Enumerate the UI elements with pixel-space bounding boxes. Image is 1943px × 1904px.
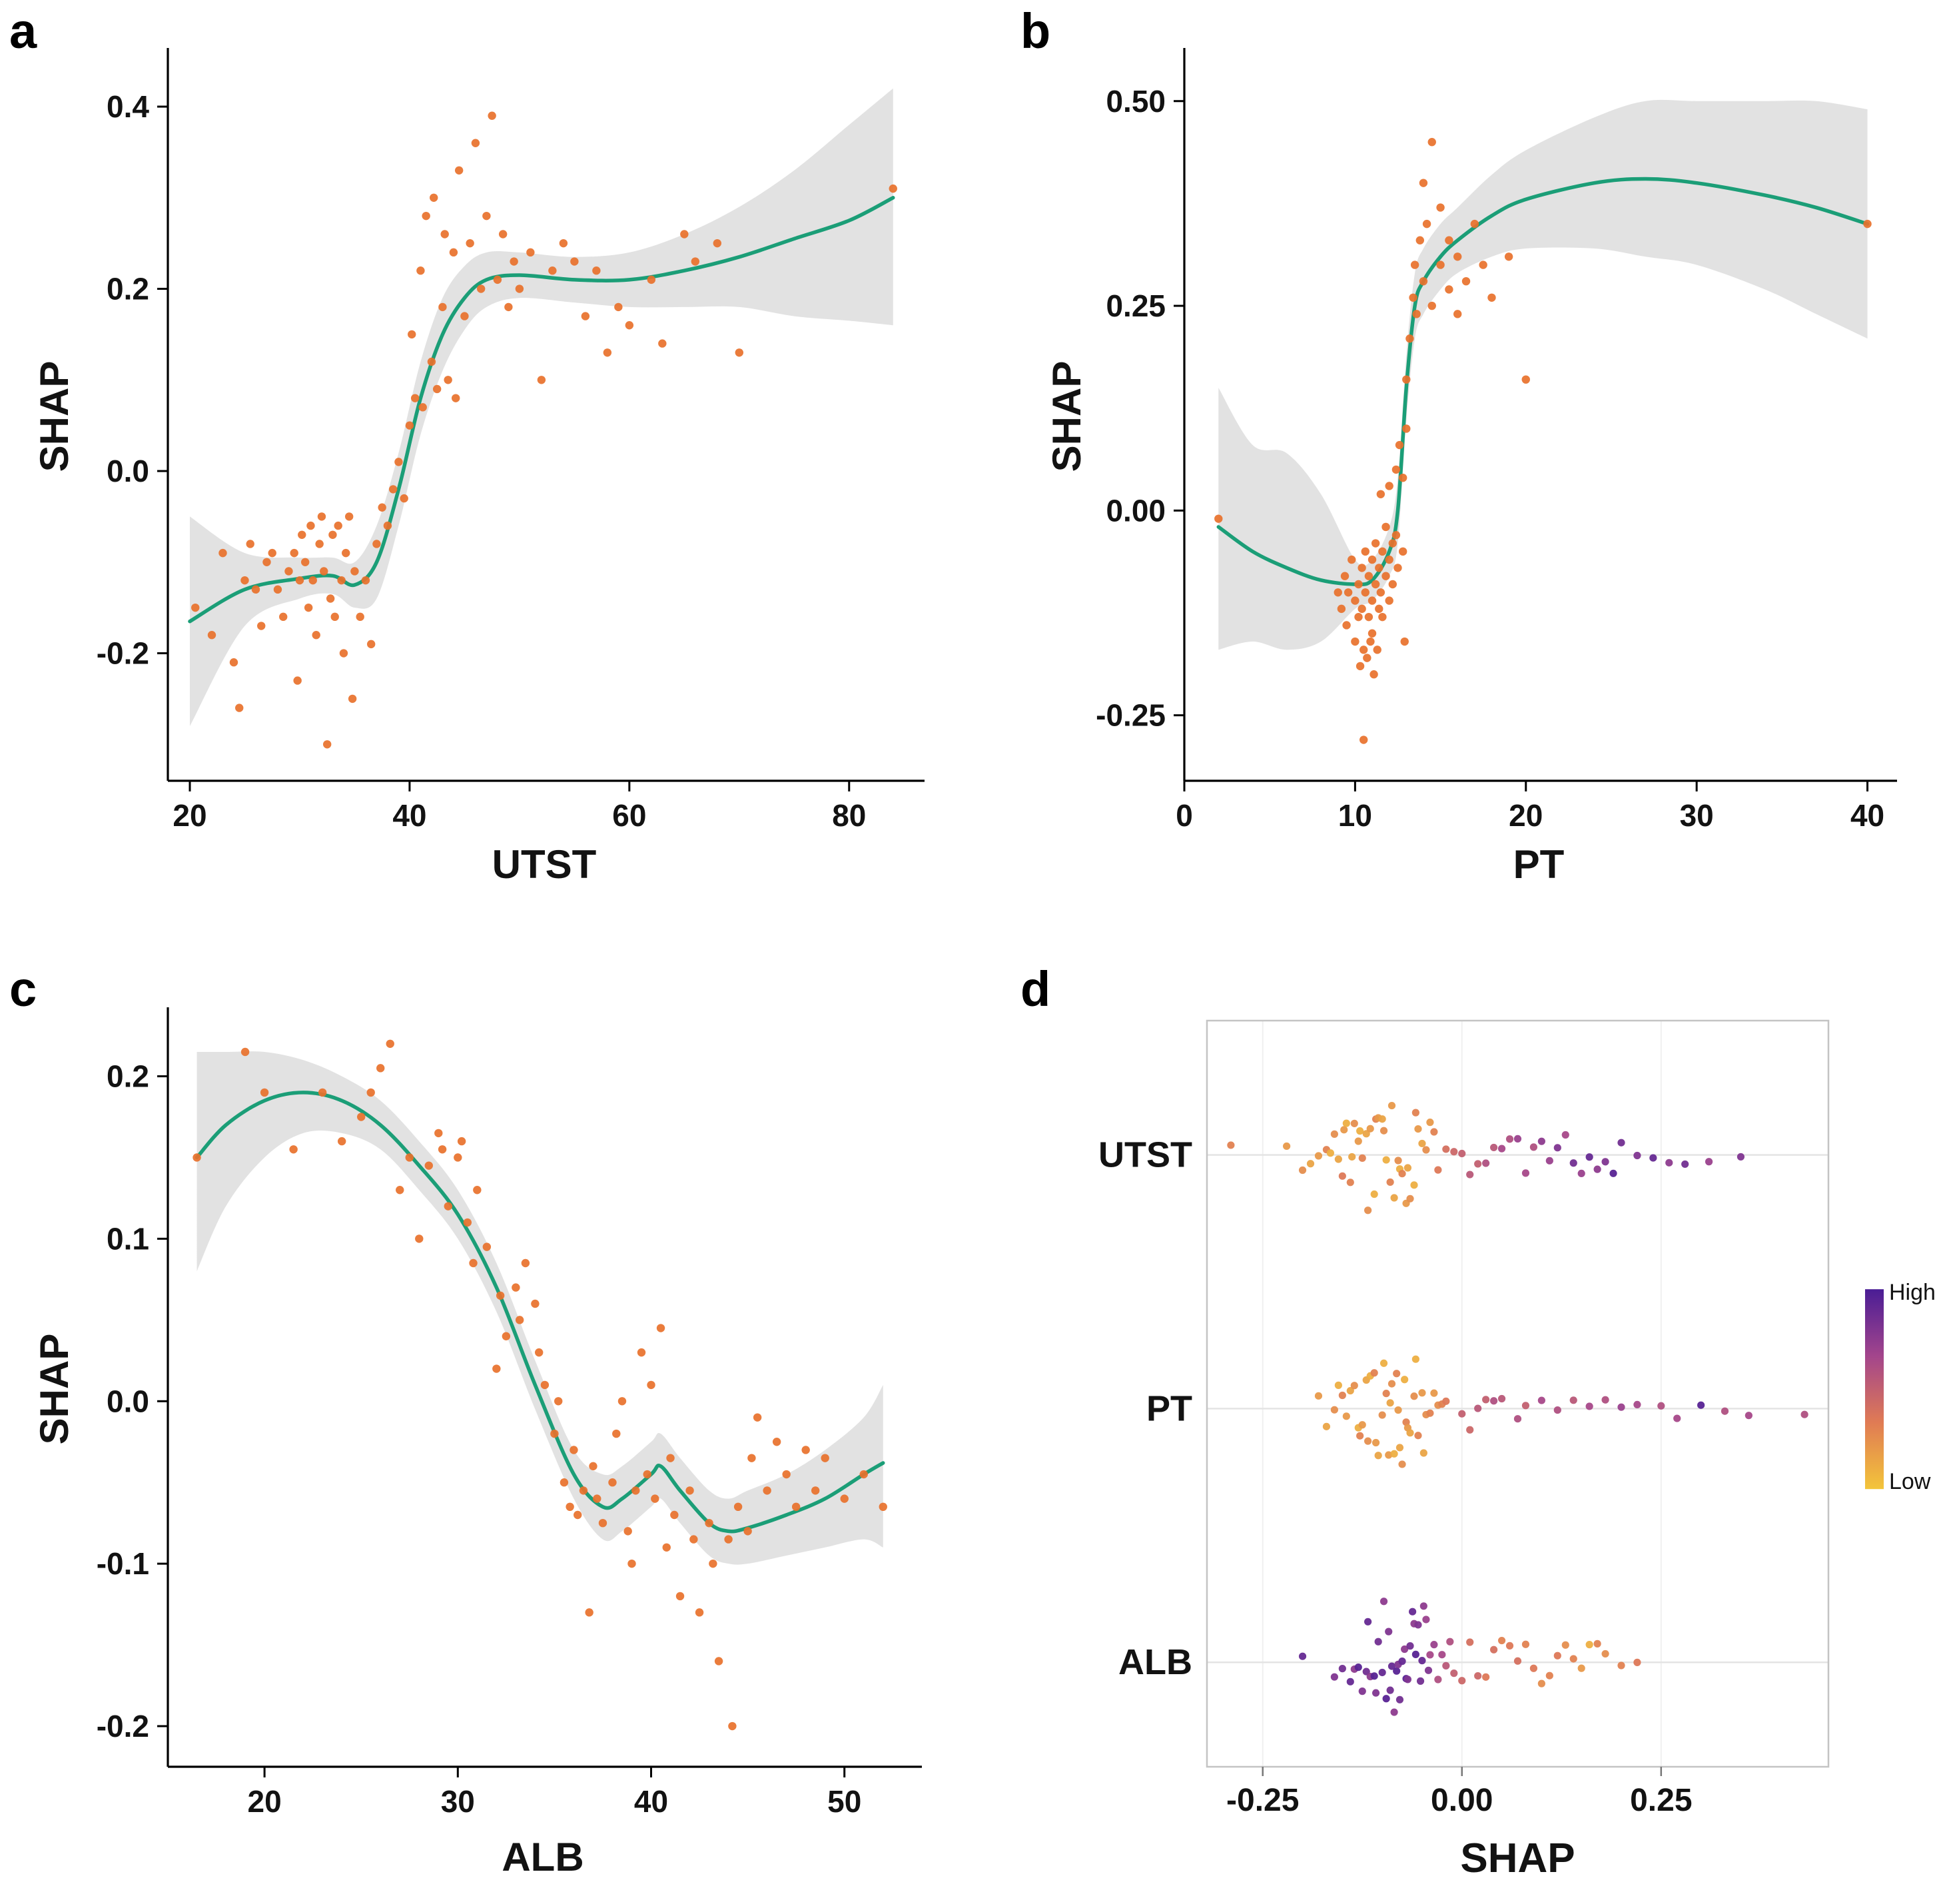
panel-d: UTST PT ALB -0.25 0.00 0.25 SHAP High Low bbox=[1039, 979, 1938, 1899]
panel-a-svg: 20 40 60 80 -0.2 0.0 0.2 0.4 UTST SHAP bbox=[32, 48, 925, 887]
panel-d-xtick-label: 0.00 bbox=[1431, 1783, 1493, 1818]
panel-c-confidence-band bbox=[196, 1051, 883, 1565]
panel-a-xtick-label: 60 bbox=[612, 798, 646, 833]
row-label-utst: UTST bbox=[1098, 1135, 1192, 1175]
panel-b-ytick-label: 0.00 bbox=[1106, 493, 1166, 528]
panel-a-letter: a bbox=[9, 3, 37, 59]
panel-d-xtick-label: -0.25 bbox=[1226, 1783, 1299, 1818]
panel-b-ytick-label: 0.50 bbox=[1106, 84, 1166, 119]
panel-a-xtick-label: 40 bbox=[392, 798, 426, 833]
panel-b-x-title: PT bbox=[1513, 842, 1565, 887]
beeswarm-row-utst bbox=[1227, 1101, 1745, 1214]
panel-d-border bbox=[1206, 1019, 1830, 1768]
row-label-pt: PT bbox=[1146, 1388, 1192, 1428]
panel-c-loess-curve bbox=[194, 1091, 885, 1534]
colorbar-high-label: High bbox=[1889, 1280, 1936, 1305]
colorbar-low-label: Low bbox=[1889, 1469, 1931, 1494]
feature-value-colorbar bbox=[1865, 1289, 1884, 1490]
panel-c-ytick-label: 0.2 bbox=[107, 1059, 149, 1094]
panel-c-points bbox=[193, 1039, 887, 1731]
panel-a-y-title: SHAP bbox=[32, 361, 77, 472]
panel-b-confidence-band bbox=[1218, 99, 1868, 650]
panel-b-xtick-label: 20 bbox=[1509, 798, 1543, 833]
panel-c-ytick-label: -0.1 bbox=[97, 1546, 149, 1581]
row-label-alb: ALB bbox=[1118, 1642, 1192, 1682]
panel-b-ytick-label: -0.25 bbox=[1096, 698, 1166, 733]
panel-b-xtick-label: 0 bbox=[1176, 798, 1193, 833]
panel-c-ytick-label: -0.2 bbox=[97, 1709, 149, 1743]
panel-c: 20 30 40 50 -0.2 -0.1 0.0 0.1 0.2 ALB SHAP bbox=[27, 979, 959, 1899]
panel-c-xtick-label: 30 bbox=[441, 1784, 475, 1819]
panel-b-y-title: SHAP bbox=[1044, 361, 1089, 472]
panel-b-svg: 0 10 20 30 40 -0.25 0.00 0.25 0.50 PT SHAP bbox=[1044, 48, 1897, 887]
panel-b: 0 10 20 30 40 -0.25 0.00 0.25 0.50 PT SHAP bbox=[1039, 20, 1932, 906]
panel-d-x-title: SHAP bbox=[1460, 1835, 1575, 1881]
panel-b-xtick-label: 30 bbox=[1680, 798, 1714, 833]
panel-a-ytick-label: -0.2 bbox=[97, 636, 149, 671]
panel-b-points bbox=[1214, 138, 1872, 744]
beeswarm-row-alb bbox=[1298, 1598, 1641, 1716]
panel-c-letter: c bbox=[9, 961, 37, 1017]
panel-d-letter: d bbox=[1020, 961, 1051, 1017]
panel-b-ytick-label: 0.25 bbox=[1106, 288, 1166, 323]
panel-c-y-title: SHAP bbox=[32, 1334, 77, 1445]
panel-b-letter: b bbox=[1020, 3, 1051, 59]
panel-c-xtick-label: 20 bbox=[248, 1784, 282, 1819]
panel-a-xtick-label: 20 bbox=[173, 798, 206, 833]
panel-a-ytick-label: 0.4 bbox=[107, 89, 149, 124]
panel-d-xtick-label: 0.25 bbox=[1630, 1783, 1692, 1818]
panel-a-points bbox=[191, 111, 897, 749]
panel-b-xtick-label: 10 bbox=[1338, 798, 1372, 833]
panel-a-ytick-label: 0.0 bbox=[107, 454, 149, 488]
panel-c-xtick-label: 50 bbox=[827, 1784, 861, 1819]
panel-b-xtick-label: 40 bbox=[1850, 798, 1884, 833]
panel-d-svg: UTST PT ALB -0.25 0.00 0.25 SHAP High Low bbox=[1098, 1019, 1936, 1881]
panel-c-xtick-label: 40 bbox=[634, 1784, 668, 1819]
panel-a-confidence-band bbox=[189, 88, 893, 726]
panel-c-svg: 20 30 40 50 -0.2 -0.1 0.0 0.1 0.2 ALB SHAP bbox=[32, 1007, 922, 1879]
panel-c-ytick-label: 0.1 bbox=[107, 1221, 149, 1256]
panel-c-x-title: ALB bbox=[502, 1835, 583, 1879]
panel-a-loess-curve bbox=[188, 196, 895, 624]
beeswarm-row-pt bbox=[1314, 1355, 1808, 1468]
panel-a-x-title: UTST bbox=[492, 842, 597, 887]
panel-a-ytick-label: 0.2 bbox=[107, 272, 149, 306]
panel-a: 20 40 60 80 -0.2 0.0 0.2 0.4 UTST SHAP bbox=[27, 20, 959, 906]
panel-a-xtick-label: 80 bbox=[832, 798, 866, 833]
panel-c-ytick-label: 0.0 bbox=[107, 1384, 149, 1418]
